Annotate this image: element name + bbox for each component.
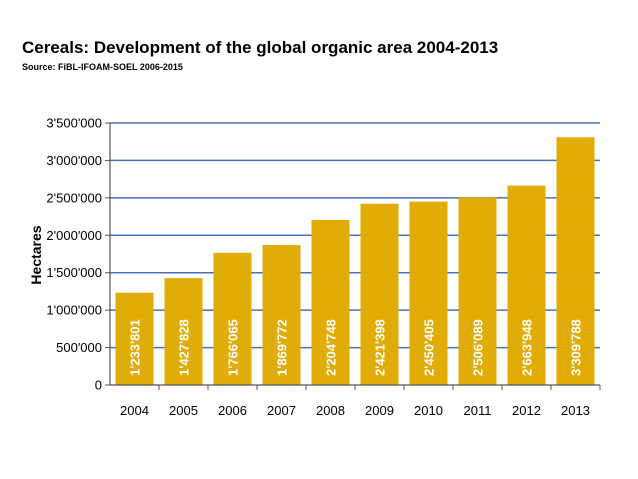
bar-2013 bbox=[556, 137, 595, 385]
tick-labels: 0 500'000 1'000'000 1'500'000 2'000'000 2'500… bbox=[46, 116, 590, 419]
y-tick-label: 2'500'000 bbox=[46, 190, 102, 205]
y-tick-label: 500'000 bbox=[56, 340, 102, 355]
y-axis-title: Hectares bbox=[28, 225, 44, 284]
x-tick-label: 2010 bbox=[414, 403, 443, 418]
bar-2010 bbox=[409, 201, 448, 385]
bar-2009 bbox=[360, 203, 399, 385]
bar-value-label: 1'233'801 bbox=[128, 319, 143, 376]
y-tick-label: 1'500'000 bbox=[46, 265, 102, 280]
bar-value-label: 1'869'772 bbox=[275, 319, 290, 376]
bar-value-label: 3'309'788 bbox=[569, 319, 584, 376]
x-tick-label: 2005 bbox=[169, 403, 198, 418]
y-tick-label: 3'500'000 bbox=[46, 116, 102, 131]
bar-2012 bbox=[507, 185, 546, 385]
chart-title: Cereals: Development of the global organ… bbox=[22, 38, 499, 57]
x-tick-label: 2007 bbox=[267, 403, 296, 418]
bar-2011 bbox=[458, 197, 497, 385]
y-tick-label: 0 bbox=[95, 378, 102, 393]
bar-2006 bbox=[213, 252, 252, 385]
bar-value-label: 2'421'398 bbox=[373, 319, 388, 376]
bar-value-label: 2'663'948 bbox=[520, 319, 535, 376]
y-tick-label: 3'000'000 bbox=[46, 153, 102, 168]
bar-value-label: 2'506'089 bbox=[471, 319, 486, 376]
y-tick-label: 1'000'000 bbox=[46, 303, 102, 318]
bar-value-label: 2'204'748 bbox=[324, 319, 339, 376]
x-tick-label: 2011 bbox=[464, 403, 492, 418]
bar-2004 bbox=[115, 292, 154, 385]
bar-value-label: 2'450'405 bbox=[422, 319, 437, 376]
chart-source: Source: FiBL-IFOAM-SOEL 2006-2015 bbox=[22, 62, 183, 72]
x-tick-label: 2006 bbox=[218, 403, 247, 418]
x-tick-label: 2013 bbox=[561, 403, 590, 418]
bar-value-label: 1'427'828 bbox=[177, 319, 192, 376]
x-tick-label: 2009 bbox=[365, 403, 394, 418]
bar-2008 bbox=[311, 219, 350, 385]
y-tick-label: 2'000'000 bbox=[46, 228, 102, 243]
x-tick-label: 2012 bbox=[512, 403, 541, 418]
axes bbox=[105, 122, 601, 390]
x-tick-label: 2008 bbox=[316, 403, 345, 418]
bars bbox=[115, 137, 595, 385]
bar-2007 bbox=[262, 245, 301, 385]
bar-value-label: 1'766'065 bbox=[226, 319, 241, 376]
x-tick-label: 2004 bbox=[120, 403, 149, 418]
bar-2005 bbox=[164, 278, 203, 385]
